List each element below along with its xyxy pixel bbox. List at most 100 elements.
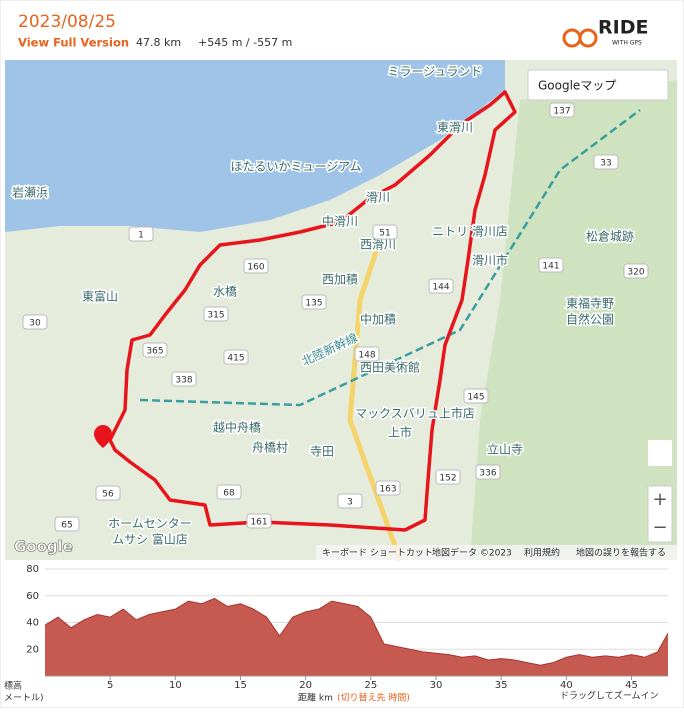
road-shield [372,224,398,240]
road-shield [593,154,619,170]
map-label: ほたるいかミュージアム [231,160,362,174]
y-tick-label: 40 [26,618,39,629]
x-tick-label: 15 [234,680,247,691]
road-shield [142,342,168,358]
map-label: 水橋 [213,285,237,299]
road-shield [246,513,272,529]
map-label: 立山寺 [487,442,523,457]
y-tick-label: 20 [26,644,39,655]
road-shield [95,485,121,501]
map-label: 東滑川 [437,121,473,135]
road-shield [463,388,489,404]
road-number: 56 [102,490,114,500]
route [108,90,517,532]
x-tick-label: 40 [560,680,573,691]
start-marker[interactable] [94,425,112,448]
map-label: 寺田 [310,445,334,459]
road-shield [337,493,363,509]
x-axis-toggle[interactable]: (切り替え先 時間) [337,692,410,704]
elevation-gain: +545 m / -557 m [198,36,292,49]
map-label: 舟橋村 [252,441,288,455]
logo-wheel [578,28,598,48]
map-footer-link: 利用規約 [524,547,560,559]
road-shield [54,516,80,532]
map-label: マックスバリュ上市店 [355,406,475,421]
road-number: 152 [439,474,456,484]
road-shield [301,294,327,310]
road-number: 365 [146,347,163,357]
map-label: ホームセンター [108,517,192,531]
y-tick-label: 80 [26,564,39,575]
x-tick-label: 5 [107,680,113,691]
road-number: 1 [138,231,144,241]
map-footer-link: キーボード ショートカット [322,548,433,559]
road-number: 68 [223,489,235,499]
full-version-link[interactable]: View Full Version [18,36,129,50]
y-axis-label: 標高 [4,680,22,692]
map-label: 自然公園 [566,312,614,327]
map-label: 西田美術館 [360,360,420,375]
x-tick-label: 30 [430,680,443,691]
map-footer-link: 地図データ ©2023 [432,547,512,559]
road-number: 65 [61,521,72,531]
road-shield [428,278,454,294]
map-label: 滑川市 [472,253,508,268]
logo-sub: WITH GPS [612,40,642,47]
road-shield [216,484,242,500]
x-tick-label: 35 [495,680,508,691]
road-shield [475,464,501,480]
road-shield [171,371,197,387]
map-label: 岩瀬浜 [12,185,48,200]
road-number: 315 [207,311,224,321]
road-number: 3 [347,498,353,508]
zoom-in[interactable]: + [652,489,667,510]
x-tick-label: 45 [625,680,638,691]
map-label: 松倉城跡 [586,229,634,244]
distance: 47.8 km [136,36,181,49]
map-footer-bg [316,545,677,560]
map-label: 東富山 [82,289,118,304]
map-label: ミラージュランド [388,65,483,79]
zoom-controls[interactable] [647,485,673,543]
road-shield [435,469,461,485]
road-number: 145 [467,393,484,403]
zoom-out[interactable]: − [652,517,667,538]
x-axis-label: 距離 km [298,692,333,704]
map-label: 中滑川 [322,214,358,229]
street-view[interactable] [648,440,672,466]
logo: RIDE WITH GPS [562,17,648,48]
road-number: 135 [305,299,322,309]
logo-text: RIDE [598,17,648,39]
road-shield [203,306,229,322]
map-footer-link[interactable]: 地図の誤りを報告する [576,547,666,559]
x-tick-label: 10 [169,680,182,691]
map-label: 上市 [388,425,412,440]
road-shield [549,102,575,118]
elevation-line [44,597,669,666]
road-shield [538,257,564,273]
map-label: 滑川 [366,191,390,205]
road-number: 160 [247,263,264,273]
y-tick-label: 60 [26,591,39,602]
road-shield [623,263,649,279]
road-shield [354,346,380,362]
map-type-label: Googleマップ [538,79,616,93]
road-number: 163 [379,485,396,495]
road-shield [375,480,401,496]
map-forest [470,80,677,560]
map-label: ムサシ 富山店 [112,532,188,547]
elevation-area [45,598,668,676]
map-label: 西滑川 [360,238,396,252]
map-label: ニトリ 滑川店 [432,225,508,239]
map-label: 中加積 [360,312,396,327]
road-number: 415 [227,354,244,364]
map-type-dropdown[interactable] [527,69,669,101]
road-number: 338 [175,376,192,386]
zoom-hint: ドラッグしてズームイン [560,690,658,702]
google-brand: Google [14,538,73,556]
map-sea [5,60,505,232]
road-number: 33 [600,159,611,169]
